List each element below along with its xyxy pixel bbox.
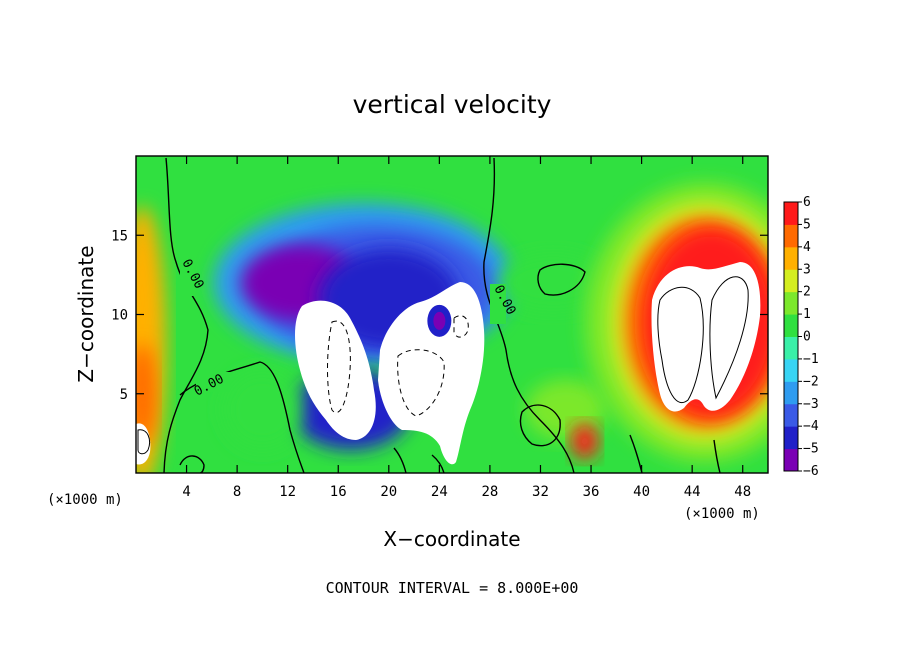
colorbar-label: −5 <box>803 442 819 457</box>
contour-label-mask <box>180 258 194 296</box>
x-tick-label: 4 <box>182 484 190 500</box>
contour-label-mask <box>196 372 230 392</box>
colorbar-swatch <box>784 381 798 405</box>
zero-contour-line <box>713 439 721 473</box>
x-tick-label: 36 <box>583 484 600 500</box>
colorbar-label: 1 <box>803 307 811 322</box>
y-tick-label: 15 <box>111 228 128 244</box>
contour-interval-note: CONTOUR INTERVAL = 8.000E+00 <box>326 579 579 597</box>
colorbar-label: 0 <box>803 330 811 345</box>
y-axis-ticks: 5 10 15 <box>111 228 768 403</box>
colorbar-label: 4 <box>803 240 811 255</box>
colorbar-label: −2 <box>803 374 819 389</box>
velocity-field <box>136 182 768 473</box>
colorbar-label: −6 <box>803 464 819 479</box>
x-axis-unit-left: (×1000 m) <box>47 492 123 508</box>
x-tick-label: 12 <box>279 484 296 500</box>
zero-contour-line <box>431 454 445 473</box>
colorbar-swatch <box>784 403 798 427</box>
zero-contour-line <box>483 157 575 473</box>
colorbar-swatch <box>784 314 798 337</box>
x-tick-label: 20 <box>380 484 397 500</box>
colorbar: −6 −5 −4 −3 −2 −1 0 1 2 3 4 5 6 <box>783 195 819 479</box>
colorbar-label: −4 <box>803 419 819 434</box>
y-tick-label: 5 <box>120 387 128 403</box>
plot-area: 0.00 0.00 0.00 4 8 12 16 20 24 28 32 36 40 44 48 51… <box>111 155 769 500</box>
chart-title: vertical velocity <box>353 90 552 119</box>
colorbar-label: −1 <box>803 352 819 367</box>
saturated-updraft <box>651 262 761 412</box>
positive-contour-line <box>657 286 704 403</box>
colorbar-swatch <box>784 358 798 382</box>
colorbar-label: 3 <box>803 262 811 277</box>
colorbar-label: −3 <box>803 397 819 412</box>
colorbar-swatch <box>784 426 798 450</box>
zero-contour-line <box>179 455 205 473</box>
x-tick-label: 48 <box>734 484 751 500</box>
saturated-downdraft <box>295 300 376 440</box>
colorbar-label: 6 <box>803 195 811 210</box>
downdraft-eye-core <box>433 311 446 330</box>
x-tick-label: 8 <box>233 484 241 500</box>
saturated-downdraft <box>378 282 485 465</box>
colorbar-swatch <box>784 246 798 270</box>
contour-labels: 0.00 0.00 0.00 <box>178 257 518 400</box>
weak-updraft <box>498 252 609 313</box>
colorbar-swatch <box>784 336 798 360</box>
colorbar-swatch <box>784 269 798 293</box>
colorbar-swatch <box>784 224 798 248</box>
x-tick-label: 24 <box>431 484 448 500</box>
negative-contour-line <box>327 320 351 413</box>
zero-contour-line <box>393 447 407 473</box>
x-tick-label: 32 <box>532 484 549 500</box>
positive-contour-line <box>137 429 151 455</box>
contour-label-mask <box>490 284 506 324</box>
x-axis-ticks: 4 8 12 16 20 24 28 32 36 40 44 48 <box>182 156 751 500</box>
zero-contour-line <box>519 404 561 447</box>
updraft-cell <box>570 423 599 460</box>
colorbar-swatch <box>784 291 798 315</box>
x-tick-label: 28 <box>481 484 498 500</box>
colorbar-swatch <box>784 202 798 225</box>
x-tick-label: 44 <box>684 484 701 500</box>
colorbar-label: 2 <box>803 285 811 300</box>
updraft-edge-core <box>136 343 157 444</box>
colorbar-label: 5 <box>803 217 811 232</box>
weak-updraft <box>222 369 303 450</box>
positive-contour-line <box>709 276 749 400</box>
x-axis-unit-right: (×1000 m) <box>684 506 760 522</box>
y-tick-label: 10 <box>111 308 128 324</box>
x-axis-title: X−coordinate <box>383 527 520 551</box>
x-tick-label: 16 <box>330 484 347 500</box>
zero-contour-line <box>537 263 586 296</box>
y-axis-title: Z−coordinate <box>74 245 98 382</box>
negative-contour-line <box>397 349 445 417</box>
zero-contour-line <box>163 157 209 473</box>
colorbar-swatch <box>784 448 798 472</box>
x-tick-label: 40 <box>633 484 650 500</box>
